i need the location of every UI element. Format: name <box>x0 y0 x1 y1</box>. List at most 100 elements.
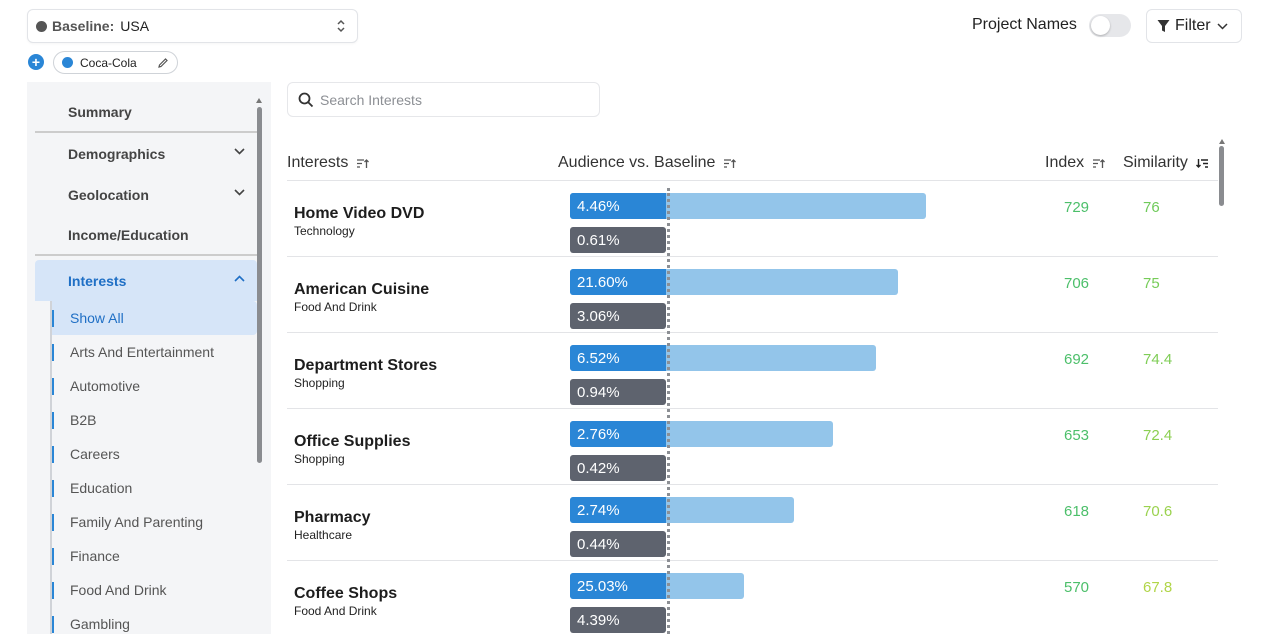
filter-icon <box>1157 20 1170 32</box>
sidebar-scroll-up-arrow[interactable] <box>256 98 262 103</box>
row-interest-name: Home Video DVD <box>294 205 425 222</box>
sub-item-label: Family And Parenting <box>70 514 204 530</box>
baseline-label: Baseline: <box>52 18 115 34</box>
header-divider <box>287 180 1218 181</box>
row-interest-category: Food And Drink <box>294 300 377 314</box>
sidebar-scrollbar[interactable] <box>257 107 262 463</box>
sub-item-automotive[interactable]: Automotive <box>52 369 257 403</box>
sort-icon[interactable] <box>1092 158 1106 169</box>
filter-button[interactable]: Filter <box>1146 9 1242 43</box>
audience-color-dot <box>62 57 73 68</box>
sub-item-finance[interactable]: Finance <box>52 539 257 573</box>
table-scrollbar[interactable] <box>1219 146 1224 206</box>
sort-icon[interactable] <box>356 158 370 169</box>
project-names-label: Project Names <box>972 16 1077 33</box>
table-row[interactable]: Office Supplies Shopping 2.76% 0.42% 653… <box>287 409 1218 485</box>
audience-chip-label: Coca-Cola <box>80 55 137 70</box>
row-index-value: 729 <box>1064 199 1090 216</box>
sub-item-education[interactable]: Education <box>52 471 257 505</box>
audience-pct-bar: 21.60% <box>570 269 666 295</box>
search-input[interactable] <box>320 91 580 108</box>
baseline-pct-bar: 4.39% <box>570 607 666 633</box>
sub-item-label: Education <box>70 480 133 496</box>
sort-desc-icon[interactable] <box>1195 158 1209 169</box>
baseline-pct-label: 4.39% <box>577 611 620 629</box>
row-interest-category: Shopping <box>294 452 345 466</box>
header-label: Similarity <box>1123 154 1188 171</box>
table-row[interactable]: Pharmacy Healthcare 2.74% 0.44% 618 70.6 <box>287 485 1218 561</box>
sub-item-family-and-parenting[interactable]: Family And Parenting <box>52 505 257 539</box>
row-similarity-value: 75 <box>1143 275 1160 292</box>
sub-item-label: Show All <box>70 310 124 326</box>
sub-item-arts-and-entertainment[interactable]: Arts And Entertainment <box>52 335 257 369</box>
header-index[interactable]: Index <box>1045 154 1106 172</box>
table-row[interactable]: American Cuisine Food And Drink 21.60% 3… <box>287 257 1218 333</box>
table-row[interactable]: Home Video DVD Technology 4.46% 0.61% 72… <box>287 181 1218 257</box>
sub-item-b2b[interactable]: B2B <box>52 403 257 437</box>
sub-item-label: Automotive <box>70 378 141 394</box>
audience-pct-label: 4.46% <box>577 197 620 215</box>
sidebar-item-interests[interactable]: Interests <box>35 260 257 301</box>
row-index-value: 653 <box>1064 427 1090 444</box>
audience-pct-label: 6.52% <box>577 349 620 367</box>
row-index-value: 618 <box>1064 503 1090 520</box>
row-interest-name: American Cuisine <box>294 281 430 298</box>
audience-pct-bar: 2.74% <box>570 497 666 523</box>
baseline-pct-bar: 3.06% <box>570 303 666 329</box>
baseline-select[interactable]: Baseline: USA <box>27 9 358 43</box>
baseline-pct-bar: 0.44% <box>570 531 666 557</box>
header-interests[interactable]: Interests <box>287 154 370 172</box>
baseline-color-dot <box>36 20 47 32</box>
sidebar-nav: Summary Demographics Geolocation Income/… <box>35 82 257 634</box>
sub-item-gambling[interactable]: Gambling <box>52 607 257 634</box>
row-index-value: 692 <box>1064 351 1090 368</box>
baseline-pct-bar: 0.94% <box>570 379 666 405</box>
audience-chip[interactable]: Coca-Cola <box>53 51 178 74</box>
audience-pct-bar: 2.76% <box>570 421 666 447</box>
table-row[interactable]: Coffee Shops Food And Drink 25.03% 4.39%… <box>287 561 1218 634</box>
sub-item-label: Finance <box>70 548 120 564</box>
row-interest-category: Technology <box>294 224 355 238</box>
sidebar-item-demographics[interactable]: Demographics <box>35 133 257 174</box>
row-interest-name: Pharmacy <box>294 509 371 526</box>
row-interest-name: Department Stores <box>294 357 438 374</box>
audience-pct-label: 21.60% <box>577 273 628 291</box>
audience-pct-label: 2.76% <box>577 425 620 443</box>
audience-pct-bar: 4.46% <box>570 193 666 219</box>
row-similarity-value: 72.4 <box>1143 427 1173 444</box>
table-scroll-up-arrow[interactable] <box>1219 139 1225 144</box>
audience-pct-bar: 6.52% <box>570 345 666 371</box>
sidebar: Summary Demographics Geolocation Income/… <box>27 82 271 634</box>
sub-item-careers[interactable]: Careers <box>52 437 257 471</box>
audience-pct-bar: 25.03% <box>570 573 666 599</box>
baseline-pct-label: 0.44% <box>577 535 620 553</box>
baseline-pct-label: 0.42% <box>577 459 620 477</box>
sub-item-show-all[interactable]: Show All <box>52 301 257 335</box>
toggle-knob <box>1091 16 1110 35</box>
sidebar-item-geolocation[interactable]: Geolocation <box>35 174 257 215</box>
project-names-toggle[interactable] <box>1089 14 1131 37</box>
baseline-pct-label: 3.06% <box>577 307 620 325</box>
audience-pct-label: 2.74% <box>577 501 620 519</box>
row-similarity-value: 76 <box>1143 199 1160 216</box>
row-interest-name: Coffee Shops <box>294 585 398 602</box>
sidebar-item-label: Income/Education <box>68 226 189 243</box>
sidebar-item-summary[interactable]: Summary <box>35 92 257 133</box>
chevron-up-icon <box>234 275 245 282</box>
add-audience-icon[interactable]: + <box>28 54 44 70</box>
header-similarity[interactable]: Similarity <box>1123 154 1209 172</box>
table-row[interactable]: Department Stores Shopping 6.52% 0.94% 6… <box>287 333 1218 409</box>
header-audience-vs-baseline[interactable]: Audience vs. Baseline <box>558 154 737 172</box>
audience-pct-label: 25.03% <box>577 577 628 595</box>
sort-icon[interactable] <box>723 158 737 169</box>
baseline-pct-label: 0.61% <box>577 231 620 249</box>
row-similarity-value: 74.4 <box>1143 351 1173 368</box>
sub-item-food-and-drink[interactable]: Food And Drink <box>52 573 257 607</box>
row-similarity-value: 70.6 <box>1143 503 1173 520</box>
sidebar-item-income-education[interactable]: Income/Education <box>35 215 257 256</box>
row-interest-category: Food And Drink <box>294 604 377 618</box>
row-similarity-value: 67.8 <box>1143 579 1173 596</box>
search-box[interactable] <box>287 82 600 117</box>
edit-pencil-icon[interactable] <box>157 57 169 69</box>
baseline-pct-label: 0.94% <box>577 383 620 401</box>
